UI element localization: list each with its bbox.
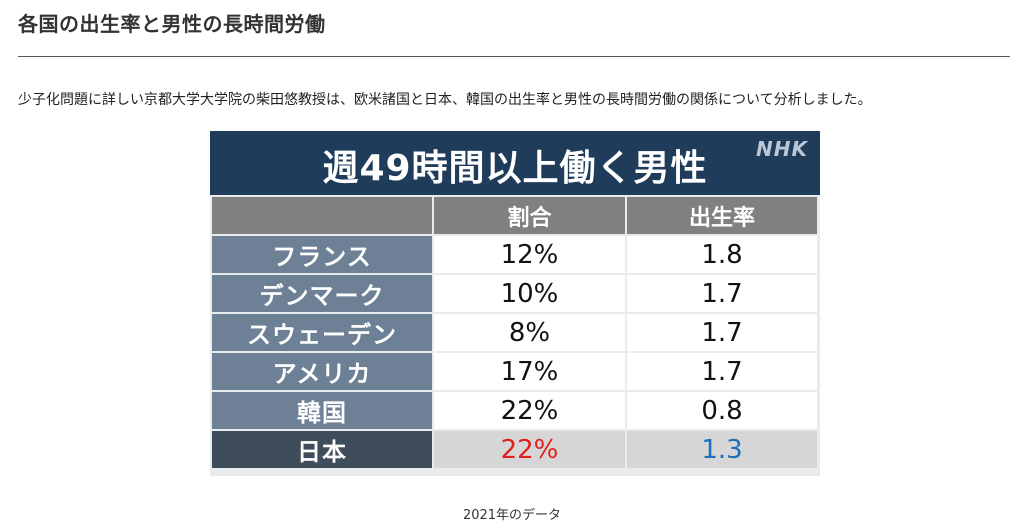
figure-caption: 2021年のデータ: [462, 508, 562, 523]
share-cell: 22%: [434, 431, 625, 468]
data-table-figure: 週49時間以上働く男性 NHK 割合 出生率 フランス 12% 1.8 デンマー…: [210, 131, 820, 476]
country-cell: 韓国: [212, 392, 432, 429]
birth-rate-cell: 1.7: [627, 314, 817, 351]
share-cell: 17%: [434, 353, 625, 390]
country-cell: 日本: [212, 431, 432, 468]
country-cell: アメリカ: [212, 353, 432, 390]
birth-rate-cell: 1.7: [627, 275, 817, 312]
share-cell: 22%: [434, 392, 625, 429]
intro-paragraph: 少子化問題に詳しい京都大学大学院の柴田悠教授は、欧米諸国と日本、韓国の出生率と男…: [18, 92, 872, 108]
birth-rate-cell: 0.8: [627, 392, 817, 429]
birth-rate-cell: 1.7: [627, 353, 817, 390]
figure-header: 週49時間以上働く男性 NHK: [210, 131, 820, 195]
country-cell: フランス: [212, 236, 432, 273]
header-cell-share: 割合: [434, 197, 625, 234]
share-cell: 12%: [434, 236, 625, 273]
share-cell: 8%: [434, 314, 625, 351]
page-title: 各国の出生率と男性の長時間労働: [18, 12, 326, 36]
header-cell-birth-rate: 出生率: [627, 197, 817, 234]
country-cell: デンマーク: [212, 275, 432, 312]
header-cell-blank: [212, 197, 432, 234]
figure-title: 週49時間以上働く男性: [322, 148, 708, 189]
country-cell: スウェーデン: [212, 314, 432, 351]
birth-rate-cell: 1.3: [627, 431, 817, 468]
share-cell: 10%: [434, 275, 625, 312]
nhk-logo: NHK: [756, 137, 808, 161]
title-divider: [18, 56, 1010, 57]
birth-rate-cell: 1.8: [627, 236, 817, 273]
